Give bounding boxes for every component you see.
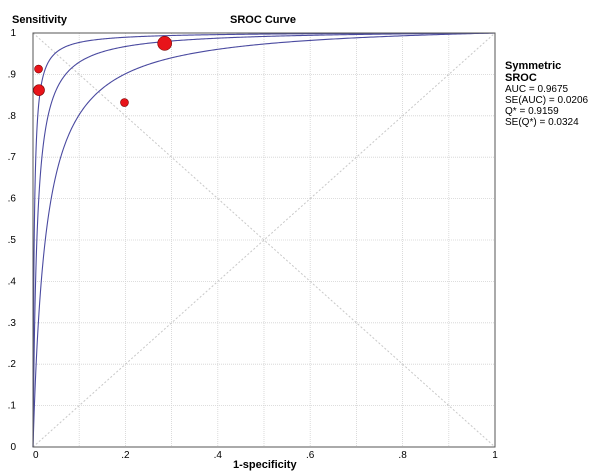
study-point: [33, 84, 45, 96]
q-star-diagonal: [32, 32, 496, 448]
study-point: [120, 98, 129, 107]
sroc-upper-bound: [32, 32, 495, 448]
y-tick-label: .7: [8, 152, 17, 163]
grid-lines: [33, 33, 495, 447]
study-point: [34, 64, 43, 74]
chart-title: SROC Curve: [230, 14, 297, 26]
x-tick-label: 0: [33, 450, 39, 461]
legend-se-q-star: SE(Q*) = 0.0324: [505, 117, 579, 128]
y-axis-label: Sensitivity: [12, 14, 68, 26]
data-points: [33, 36, 172, 107]
y-tick-label: .5: [8, 235, 17, 246]
y-tick-label: .6: [8, 194, 17, 205]
x-tick-label: .4: [214, 450, 223, 461]
plot-frame: [32, 32, 496, 448]
legend-q-star: Q* = 0.9159: [505, 106, 559, 117]
sroc-lower-bound: [32, 32, 495, 448]
y-tick-label: .2: [8, 359, 17, 370]
sroc-curve: [32, 32, 495, 448]
y-tick-label: 0: [10, 442, 16, 453]
x-tick-label: .2: [121, 450, 130, 461]
y-tick-label: 1: [10, 28, 16, 39]
legend-heading: Symmetric SROC: [505, 60, 562, 84]
legend: Symmetric SROC AUC = 0.9675 SE(AUC) = 0.…: [505, 60, 595, 128]
x-tick-label: .6: [306, 450, 315, 461]
y-tick-label: .9: [8, 69, 17, 80]
tick-labels: 0 .2 .4 .6 .8 1 0 .1 .2 .3 .4 .5 .6 .7 .8 .9 1: [8, 28, 499, 461]
sroc-curves: [32, 32, 495, 448]
legend-se-auc: SE(AUC) = 0.0206: [505, 95, 589, 106]
diagonal-lines: [32, 32, 496, 448]
y-tick-label: .4: [8, 276, 17, 287]
study-point: [157, 36, 172, 51]
y-tick-label: .1: [8, 401, 17, 412]
y-tick-label: .3: [8, 318, 17, 329]
chance-diagonal: [32, 32, 496, 448]
legend-auc: AUC = 0.9675: [505, 84, 569, 95]
x-tick-label: .8: [398, 450, 407, 461]
y-tick-label: .8: [8, 111, 17, 122]
x-tick-label: 1: [492, 450, 498, 461]
x-axis-label: 1-specificity: [233, 459, 297, 471]
